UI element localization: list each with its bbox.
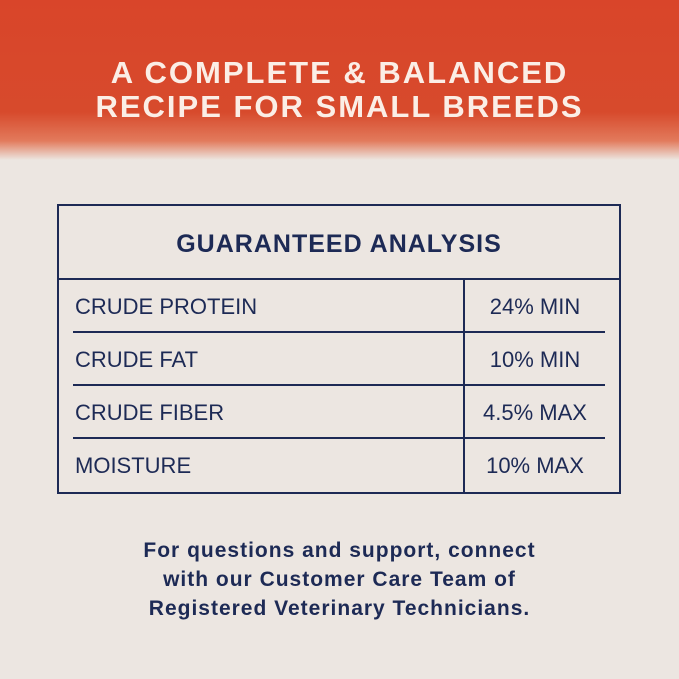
headline-line-2: RECIPE FOR SMALL BREEDS [95,89,584,124]
row-label: CRUDE FIBER [73,386,465,437]
row-value: 24% MIN [489,294,581,319]
headline-line-1: A COMPLETE & BALANCED [110,55,569,90]
table-row: CRUDE FAT 10% MIN [73,333,605,386]
support-note: For questions and support, connect with o… [0,536,679,623]
headline: A COMPLETE & BALANCED RECIPE FOR SMALL BR… [0,56,679,124]
support-line-3: Registered Veterinary Technicians. [148,597,531,620]
table-row: CRUDE FIBER 4.5% MAX [73,386,605,439]
support-line-1: For questions and support, connect [143,539,536,562]
table-title: GUARANTEED ANALYSIS [59,206,619,280]
support-line-2: with our Customer Care Team of [163,568,516,591]
row-label: CRUDE PROTEIN [73,280,465,331]
row-value: 10% MAX [486,453,584,478]
table-row: CRUDE PROTEIN 24% MIN [73,280,605,333]
row-label: CRUDE FAT [73,333,465,384]
guaranteed-analysis-table: GUARANTEED ANALYSIS CRUDE PROTEIN 24% MIN… [57,204,621,494]
row-label: MOISTURE [73,439,465,492]
row-value: 4.5% MAX [483,400,587,425]
orange-banner [0,0,679,160]
row-value: 10% MIN [489,347,581,372]
table-row: MOISTURE 10% MAX [73,439,605,492]
